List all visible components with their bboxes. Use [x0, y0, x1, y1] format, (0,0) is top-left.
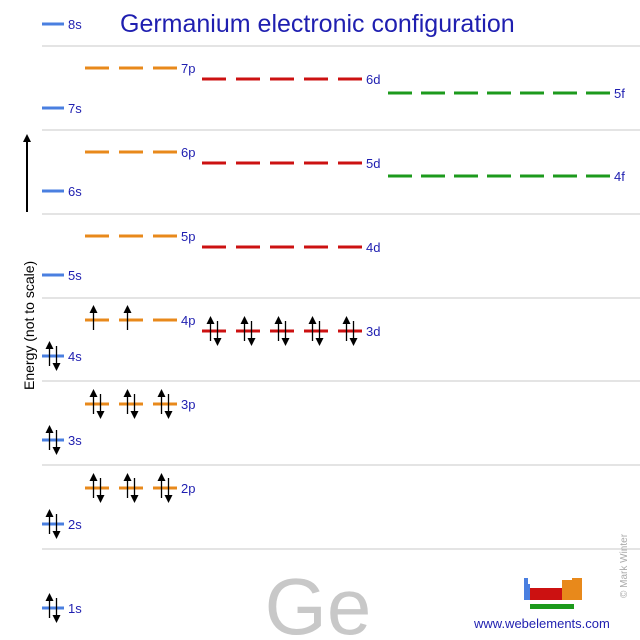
orbital-6d: 6d: [202, 72, 380, 87]
orbital-levels: 1s 2s 2p 3s 3p 4s 4p 3d 5s 5p 4d 6s 6p 5d 4f 7s 7p 6d 5f 8s: [42, 17, 625, 623]
orbital-5s: 5s: [42, 268, 82, 283]
orbital-5p: 5p: [85, 229, 195, 244]
orbital-label: 2p: [181, 481, 195, 496]
orbital-3d: 3d: [202, 316, 380, 346]
orbital-2s: 2s: [42, 509, 82, 539]
orbital-4s: 4s: [42, 341, 82, 371]
orbital-3p: 3p: [85, 389, 195, 419]
orbital-label: 8s: [68, 17, 82, 32]
orbital-label: 5s: [68, 268, 82, 283]
energy-axis-label: Energy (not to scale): [21, 261, 37, 390]
copyright-notice: © Mark Winter: [619, 533, 630, 598]
page-title: Germanium electronic configuration: [120, 10, 515, 38]
orbital-label: 5p: [181, 229, 195, 244]
orbital-label: 5d: [366, 156, 380, 171]
orbital-label: 3d: [366, 324, 380, 339]
orbital-5d: 5d: [202, 156, 380, 171]
orbital-label: 3p: [181, 397, 195, 412]
orbital-label: 4d: [366, 240, 380, 255]
element-symbol: Ge: [265, 562, 372, 640]
orbital-6p: 6p: [85, 145, 195, 160]
orbital-4p: 4p: [85, 305, 195, 330]
orbital-label: 4s: [68, 349, 82, 364]
orbital-4d: 4d: [202, 240, 380, 255]
orbital-label: 6p: [181, 145, 195, 160]
orbital-label: 6s: [68, 184, 82, 199]
shell-separators: [42, 45, 640, 550]
orbital-label: 6d: [366, 72, 380, 87]
orbital-label: 7s: [68, 101, 82, 116]
orbital-3s: 3s: [42, 425, 82, 455]
webelements-logo-icon: [524, 578, 582, 609]
orbital-1s: 1s: [42, 593, 82, 623]
orbital-label: 3s: [68, 433, 82, 448]
orbital-label: 7p: [181, 61, 195, 76]
orbital-2p: 2p: [85, 473, 195, 503]
orbital-label: 4p: [181, 313, 195, 328]
orbital-7s: 7s: [42, 101, 82, 116]
orbital-label: 4f: [614, 169, 625, 184]
orbital-8s: 8s: [42, 17, 82, 32]
orbital-label: 5f: [614, 86, 625, 101]
orbital-label: 2s: [68, 517, 82, 532]
orbital-6s: 6s: [42, 184, 82, 199]
orbital-label: 1s: [68, 601, 82, 616]
orbital-7p: 7p: [85, 61, 195, 76]
orbital-5f: 5f: [388, 86, 625, 101]
orbital-4f: 4f: [388, 169, 625, 184]
website-link[interactable]: www.webelements.com: [473, 616, 610, 631]
